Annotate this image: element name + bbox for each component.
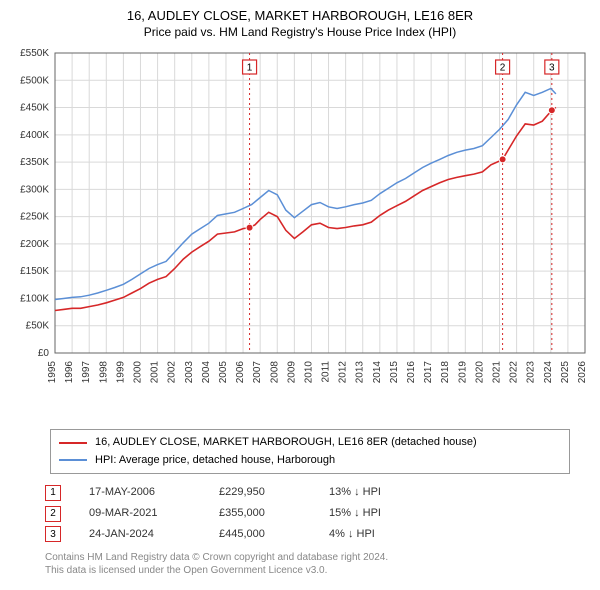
y-tick-label: £50K (26, 321, 50, 332)
x-tick-label: 2014 (372, 361, 383, 384)
sale-index-label: 1 (247, 63, 253, 74)
x-tick-label: 2026 (577, 361, 588, 384)
x-tick-label: 2005 (218, 361, 229, 384)
y-tick-label: £550K (20, 48, 49, 59)
legend-swatch (59, 459, 87, 461)
transaction-row: 1 17-MAY-2006£229,95013% ↓ HPI (45, 482, 570, 503)
sale-index-label: 3 (549, 63, 555, 74)
x-tick-label: 2019 (457, 361, 468, 384)
x-tick-label: 2013 (355, 361, 366, 384)
x-tick-label: 2011 (321, 361, 332, 383)
chart-container: 16, AUDLEY CLOSE, MARKET HARBOROUGH, LE1… (0, 0, 600, 578)
transaction-date: 09-MAR-2021 (89, 503, 219, 524)
x-tick-label: 2007 (252, 361, 263, 384)
transaction-index-box: 3 (45, 526, 61, 542)
x-tick-label: 2012 (338, 361, 349, 384)
transaction-date: 17-MAY-2006 (89, 482, 219, 503)
x-tick-label: 1995 (47, 361, 58, 384)
x-tick-label: 2015 (389, 361, 400, 384)
y-tick-label: £350K (20, 157, 49, 168)
x-tick-label: 2018 (440, 361, 451, 384)
x-tick-label: 2020 (474, 361, 485, 384)
title-sub: Price paid vs. HM Land Registry's House … (0, 25, 600, 39)
y-tick-label: £250K (20, 212, 49, 223)
x-tick-label: 2000 (132, 361, 143, 384)
transaction-index-box: 1 (45, 485, 61, 501)
x-tick-label: 1998 (98, 361, 109, 384)
y-tick-label: £0 (38, 348, 50, 359)
chart-area: £0 £50K £100K £150K £200K £250K £300K £350K £400… (0, 43, 600, 423)
footer-attribution: Contains HM Land Registry data © Crown c… (45, 551, 570, 578)
title-block: 16, AUDLEY CLOSE, MARKET HARBOROUGH, LE1… (0, 0, 600, 43)
sale-index-label: 2 (500, 63, 506, 74)
transaction-price: £445,000 (219, 524, 329, 545)
transaction-index-box: 2 (45, 506, 61, 522)
legend-swatch (59, 442, 87, 444)
legend-row: 16, AUDLEY CLOSE, MARKET HARBOROUGH, LE1… (59, 434, 561, 452)
x-tick-label: 2023 (526, 361, 537, 384)
x-tick-label: 2025 (560, 361, 571, 384)
sale-marker (548, 107, 555, 114)
title-main: 16, AUDLEY CLOSE, MARKET HARBOROUGH, LE1… (0, 8, 600, 23)
y-tick-label: £500K (20, 75, 49, 86)
x-tick-label: 1999 (115, 361, 126, 384)
x-tick-label: 2003 (184, 361, 195, 384)
x-tick-label: 2024 (543, 361, 554, 384)
x-tick-label: 1996 (64, 361, 75, 384)
x-tick-label: 1997 (81, 361, 92, 384)
x-tick-label: 2002 (167, 361, 178, 384)
legend-label: 16, AUDLEY CLOSE, MARKET HARBOROUGH, LE1… (95, 434, 477, 452)
y-tick-label: £300K (20, 184, 49, 195)
footer-line: Contains HM Land Registry data © Crown c… (45, 551, 570, 565)
sale-marker (499, 156, 506, 163)
legend-label: HPI: Average price, detached house, Harb… (95, 452, 335, 470)
x-tick-label: 2006 (235, 361, 246, 384)
footer-line: This data is licensed under the Open Gov… (45, 564, 570, 578)
x-tick-label: 2016 (406, 361, 417, 384)
legend: 16, AUDLEY CLOSE, MARKET HARBOROUGH, LE1… (50, 429, 570, 474)
transaction-row: 3 24-JAN-2024£445,0004% ↓ HPI (45, 524, 570, 545)
transaction-date: 24-JAN-2024 (89, 524, 219, 545)
y-tick-label: £150K (20, 266, 49, 277)
x-tick-label: 2022 (509, 361, 520, 384)
x-tick-label: 2004 (201, 361, 212, 384)
transaction-diff: 15% ↓ HPI (329, 503, 439, 524)
line-chart-svg: £0 £50K £100K £150K £200K £250K £300K £350K £400… (0, 43, 600, 423)
x-tick-label: 2009 (286, 361, 297, 384)
legend-row: HPI: Average price, detached house, Harb… (59, 452, 561, 470)
y-tick-label: £100K (20, 293, 49, 304)
y-tick-label: £450K (20, 103, 49, 114)
transaction-row: 2 09-MAR-2021£355,00015% ↓ HPI (45, 503, 570, 524)
transaction-price: £355,000 (219, 503, 329, 524)
x-tick-label: 2021 (492, 361, 503, 384)
x-tick-label: 2008 (269, 361, 280, 384)
x-tick-label: 2001 (150, 361, 161, 384)
series-hpi (55, 89, 556, 300)
transaction-diff: 13% ↓ HPI (329, 482, 439, 503)
transaction-table: 1 17-MAY-2006£229,95013% ↓ HPI 2 09-MAR-202… (45, 482, 570, 545)
y-tick-label: £400K (20, 130, 49, 141)
transaction-diff: 4% ↓ HPI (329, 524, 439, 545)
sale-marker (246, 224, 253, 231)
x-tick-label: 2017 (423, 361, 434, 384)
transaction-price: £229,950 (219, 482, 329, 503)
x-tick-label: 2010 (303, 361, 314, 384)
y-tick-label: £200K (20, 239, 49, 250)
